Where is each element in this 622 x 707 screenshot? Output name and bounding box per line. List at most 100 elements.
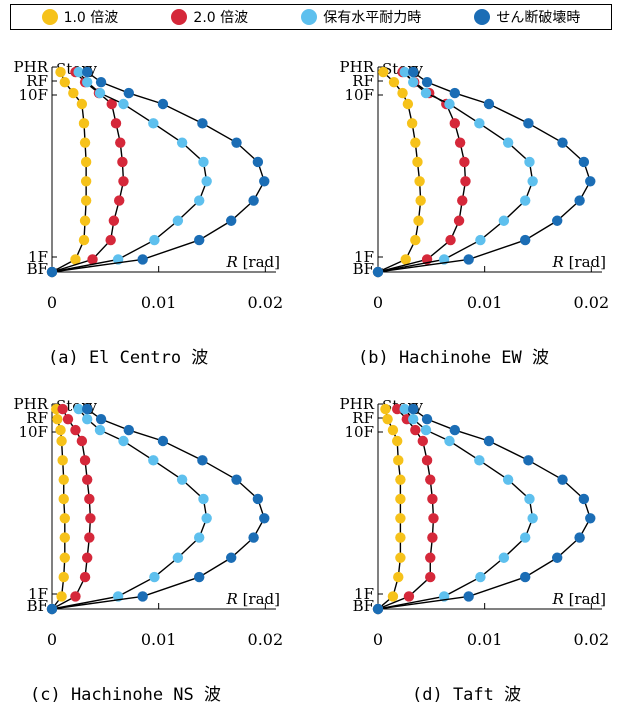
data-point: [58, 493, 69, 505]
data-point: [149, 234, 160, 246]
data-point: [420, 87, 432, 99]
data-point: [449, 87, 460, 99]
data-point: [415, 195, 426, 206]
data-point: [463, 254, 474, 265]
data-point: [115, 137, 126, 148]
data-point: [502, 137, 514, 148]
y-tick-label: BF: [27, 260, 48, 278]
data-point: [118, 176, 129, 187]
data-point: [498, 552, 510, 563]
y-tick-label: 10F: [345, 86, 375, 104]
y-tick-label: PHR: [340, 395, 375, 413]
data-point: [55, 66, 66, 78]
data-point: [70, 591, 81, 602]
data-point: [59, 552, 70, 563]
data-point: [395, 552, 406, 563]
data-point: [55, 424, 66, 436]
data-point: [453, 215, 465, 226]
legend-label: 1.0 倍波: [63, 10, 119, 26]
y-tick-label: BF: [27, 597, 48, 615]
x-tick-label: 0: [47, 293, 57, 312]
data-point: [137, 254, 148, 265]
data-point: [382, 413, 393, 425]
data-point: [248, 195, 259, 206]
data-point: [445, 234, 456, 246]
data-point: [123, 424, 134, 436]
data-point: [372, 603, 384, 615]
data-point: [483, 435, 495, 447]
x-axis-title: R [rad]: [552, 253, 606, 271]
data-point: [95, 76, 107, 88]
data-point: [79, 137, 91, 148]
data-point: [427, 532, 438, 543]
x-axis-title: R [rad]: [226, 253, 280, 271]
data-point: [62, 413, 74, 425]
data-point: [80, 195, 92, 206]
data-point: [114, 195, 125, 206]
data-point: [372, 266, 384, 278]
x-tick-label: 0: [47, 630, 57, 649]
legend-item-1x-wave: 1.0 倍波: [41, 7, 119, 27]
data-point: [82, 76, 93, 88]
series-line: [51, 71, 208, 273]
data-point: [108, 215, 120, 226]
data-point: [425, 474, 436, 485]
y-tick-label: 10F: [19, 86, 49, 104]
legend-label: 保有水平耐力時: [323, 10, 422, 26]
data-point: [460, 176, 471, 187]
legend-item-2x-wave: 2.0 倍波: [171, 7, 248, 27]
data-point: [76, 435, 88, 447]
data-point: [148, 455, 159, 466]
data-point: [397, 87, 408, 99]
data-point: [259, 513, 270, 524]
data-point: [76, 98, 88, 110]
data-point: [421, 76, 433, 88]
data-point: [79, 455, 91, 466]
data-point: [400, 254, 411, 265]
data-point: [110, 118, 122, 129]
data-point: [378, 66, 389, 78]
data-point: [454, 137, 466, 148]
data-point: [46, 266, 58, 278]
caption-c: (c) Hachinohe NS 波: [30, 685, 221, 705]
data-point: [68, 87, 79, 99]
legend-marker: [301, 9, 318, 25]
data-point: [118, 435, 129, 447]
data-point: [201, 513, 212, 524]
data-point: [393, 571, 404, 583]
data-point: [395, 474, 406, 485]
data-point: [137, 591, 148, 602]
data-point: [412, 156, 423, 168]
data-point: [527, 176, 538, 187]
caption-d: (d) Taft 波: [412, 685, 522, 705]
data-point: [94, 424, 106, 436]
data-point: [475, 234, 486, 246]
data-point: [194, 195, 205, 206]
data-point: [399, 66, 410, 78]
data-point: [417, 435, 428, 447]
data-point: [408, 403, 419, 415]
x-tick-label: 0: [373, 293, 383, 312]
data-point: [403, 591, 415, 602]
data-point: [59, 532, 70, 543]
data-point: [380, 403, 391, 415]
y-tick-label: BF: [353, 597, 374, 615]
chart-panel-3: 00.010.02PHRRF10F1FBFStoryR [rad]: [340, 395, 610, 649]
y-tick-label: RF: [352, 72, 374, 90]
data-point: [198, 156, 209, 168]
x-tick-label: 0: [373, 630, 383, 649]
data-point: [410, 234, 421, 246]
data-point: [406, 118, 418, 129]
data-point: [392, 435, 403, 447]
data-point: [78, 118, 90, 129]
data-point: [408, 413, 419, 425]
data-point: [387, 424, 399, 436]
series-line: [51, 408, 208, 610]
legend: 1.0 倍波 2.0 倍波 保有水平耐力時 せん断破壊時: [10, 4, 612, 30]
legend-marker: [41, 9, 58, 25]
data-point: [410, 137, 421, 148]
chart-panel-1: 00.010.02PHRRF10F1FBFStoryR [rad]: [340, 58, 610, 312]
data-point: [82, 552, 93, 563]
data-point: [410, 424, 421, 436]
data-point: [444, 435, 455, 447]
